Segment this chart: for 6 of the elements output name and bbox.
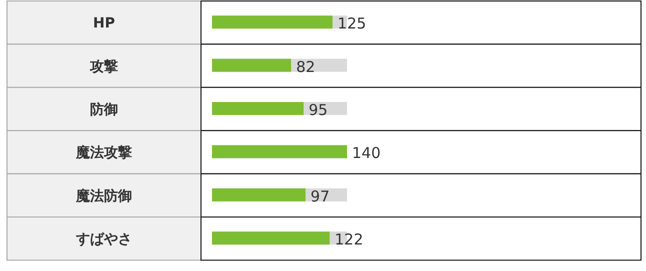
y-tick-label: 魔法攻撃 [75, 144, 132, 162]
y-tick-label: 防御 [90, 101, 118, 118]
y-tick-label: 魔法防御 [75, 187, 132, 204]
y-tick-label: すばやさ [75, 232, 132, 248]
y-tick-label: 攻撃 [89, 58, 118, 75]
y-tick-label: HP [93, 16, 115, 32]
